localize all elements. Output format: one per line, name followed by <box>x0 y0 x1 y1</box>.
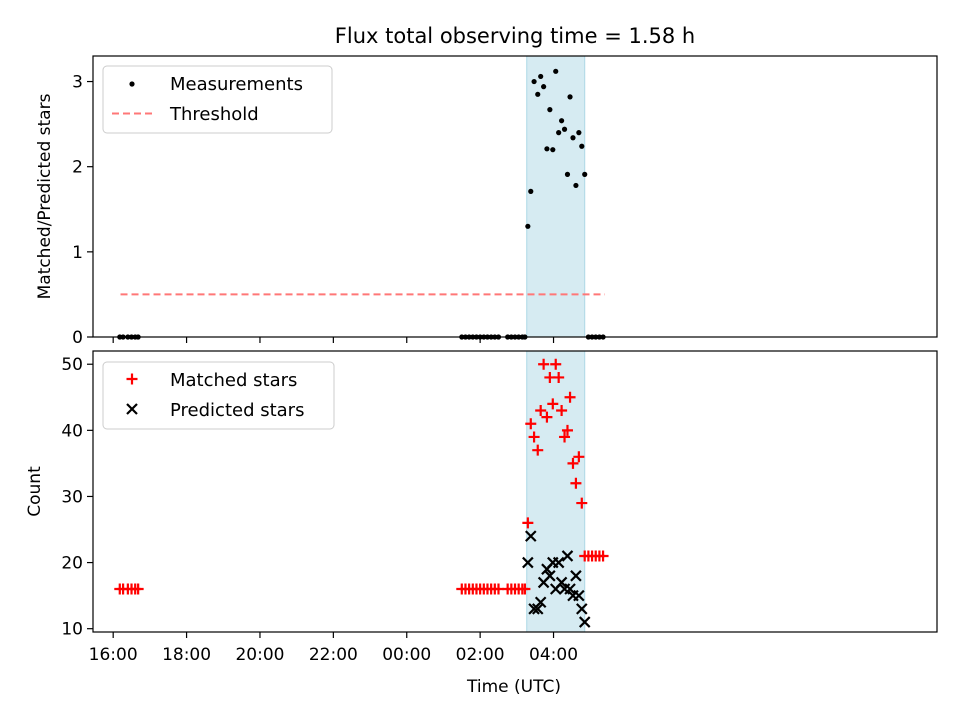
bottom-legend-box <box>102 361 335 430</box>
y-tick-label: 30 <box>61 487 83 507</box>
x-tick-label: 16:00 <box>89 645 138 665</box>
top-legend-box <box>102 65 333 134</box>
y-tick-label: 50 <box>61 355 83 375</box>
matched-star-point <box>564 391 576 403</box>
legend-predicted-marker <box>126 403 138 415</box>
matched-star-point <box>550 358 562 370</box>
predicted-stars-series <box>522 530 591 628</box>
matched-star-point <box>547 398 559 410</box>
matched-stars-series <box>114 358 609 595</box>
matched-star-point <box>597 550 609 562</box>
measurement-point <box>547 107 553 113</box>
y-tick-label: 1 <box>72 243 83 263</box>
bottom-x-axis: 16:00 18:00 20:00 22:00 00:00 02:00 04:00 <box>89 632 578 665</box>
measurement-point <box>541 84 547 90</box>
measurement-point <box>544 146 550 152</box>
measurement-point <box>553 68 559 74</box>
predicted-star-point <box>570 570 582 582</box>
legend-measurements-label: Measurements <box>170 74 303 95</box>
matched-star-point <box>559 431 571 443</box>
matched-star-point <box>525 418 537 430</box>
predicted-star-point <box>531 603 544 615</box>
x-tick-label: 00:00 <box>382 645 431 665</box>
predicted-star-point <box>561 550 574 562</box>
y-tick-label: 2 <box>72 158 83 178</box>
matched-star-point <box>519 583 531 595</box>
predicted-star-point <box>534 596 547 609</box>
matched-star-point <box>492 583 504 595</box>
matched-star-point <box>573 451 585 463</box>
bottom-y-axis-label: Count <box>25 466 45 517</box>
x-axis-label: Time (UTC) <box>466 677 561 697</box>
measurement-point <box>535 91 541 97</box>
x-tick-label: 22:00 <box>309 645 358 665</box>
bottom-panel: 10 20 30 40 50 16:00 18:00 20:00 22:00 00:00 02:0… <box>25 350 938 697</box>
predicted-star-point <box>573 589 585 602</box>
measurement-point <box>531 78 537 85</box>
matched-star-point <box>541 411 553 423</box>
measurement-point <box>564 171 571 177</box>
top-axes-frame <box>92 55 938 338</box>
predicted-star-point <box>576 603 588 615</box>
measurement-point <box>550 147 556 153</box>
top-y-axis-label: Matched/Predicted stars <box>35 93 55 299</box>
measurement-point <box>582 171 588 177</box>
y-tick-label: 20 <box>61 554 83 574</box>
measurement-point <box>538 73 544 80</box>
legend-predicted-label: Predicted stars <box>170 400 304 421</box>
predicted-star-point <box>578 616 591 628</box>
measurement-point <box>559 118 565 124</box>
top-x-ticks <box>112 337 555 343</box>
predicted-star-point <box>544 570 556 582</box>
measurement-point <box>570 135 576 141</box>
matched-star-point <box>532 444 544 456</box>
measurement-point <box>525 223 531 229</box>
measurement-point <box>573 182 579 189</box>
legend-measurements-marker <box>129 81 135 87</box>
predicted-star-point <box>564 583 576 595</box>
matched-star-point <box>132 583 144 595</box>
measurement-point <box>579 143 585 149</box>
y-tick-label: 40 <box>61 421 83 441</box>
predicted-star-point <box>525 530 537 542</box>
legend-threshold-label: Threshold <box>169 104 259 125</box>
measurement-point <box>528 188 534 194</box>
predicted-star-point <box>552 556 565 569</box>
top-highlight-span <box>526 55 586 338</box>
bottom-y-axis: 10 20 30 40 50 <box>61 355 93 640</box>
measurement-point <box>561 126 568 132</box>
top-legend: Measurements Threshold <box>102 65 333 134</box>
bottom-legend: Matched stars Predicted stars <box>102 361 335 430</box>
bottom-axes-frame <box>92 350 938 633</box>
legend-matched-marker <box>126 373 138 385</box>
y-tick-label: 3 <box>72 73 83 93</box>
legend-matched-label: Matched stars <box>170 370 297 391</box>
matched-star-point <box>561 424 573 436</box>
top-y-axis: 0 1 2 3 <box>72 73 93 348</box>
matched-star-point <box>556 405 568 417</box>
x-tick-label: 02:00 <box>456 645 505 665</box>
x-tick-label: 20:00 <box>235 645 284 665</box>
x-tick-label: 18:00 <box>162 645 211 665</box>
y-tick-label: 0 <box>72 328 83 348</box>
matched-star-point <box>576 497 588 509</box>
measurement-point <box>576 130 582 136</box>
top-panel: 0 1 2 3 Matched/Predicted stars Measurement… <box>35 55 938 348</box>
matched-star-point <box>535 405 547 417</box>
measurement-point <box>567 94 573 100</box>
matched-star-point <box>567 457 579 469</box>
chart-title: Flux total observing time = 1.58 h <box>335 24 695 48</box>
matched-star-point <box>538 358 550 370</box>
matched-star-point <box>553 371 565 383</box>
y-tick-label: 10 <box>61 620 83 640</box>
predicted-star-point <box>522 556 534 569</box>
predicted-star-point <box>555 576 568 589</box>
measurement-point <box>556 130 562 136</box>
matched-star-point <box>570 477 582 489</box>
x-tick-label: 04:00 <box>529 645 578 665</box>
matched-star-point <box>522 517 534 529</box>
matched-star-point <box>528 431 540 443</box>
